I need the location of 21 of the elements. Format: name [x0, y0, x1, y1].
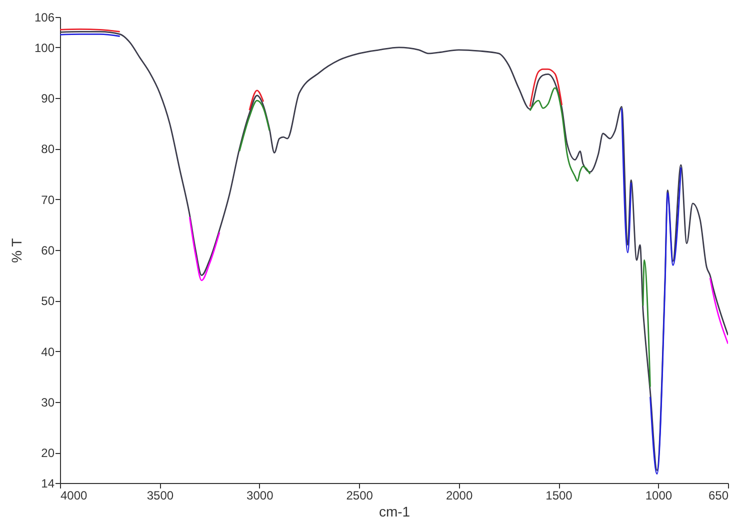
- y-tick-label: 50: [41, 294, 55, 308]
- y-tick-label: 30: [41, 395, 55, 410]
- x-tick-label: 1000: [645, 488, 672, 502]
- x-tick-label: 4000: [60, 488, 88, 502]
- y-tick-label: 40: [41, 344, 55, 359]
- y-tick-label: 60: [41, 244, 55, 258]
- y-tick-label: 90: [41, 92, 55, 106]
- x-tick-label: 650: [708, 488, 729, 502]
- y-axis-title: % T: [8, 238, 24, 263]
- x-tick-label: 3000: [246, 488, 274, 502]
- y-tick-label: 106: [34, 10, 55, 24]
- x-axis-title: cm-1: [378, 504, 410, 520]
- y-tick-label: 70: [41, 192, 55, 207]
- y-tick-label: 14: [41, 476, 55, 490]
- x-tick-label: 1500: [546, 488, 573, 502]
- y-tick-label: 100: [34, 40, 55, 55]
- y-tick-label: 80: [41, 142, 55, 156]
- x-tick-label: 3500: [146, 488, 174, 502]
- x-tick-label: 2500: [346, 488, 374, 502]
- x-tick-label: 2000: [446, 488, 473, 502]
- y-tick-label: 20: [41, 446, 55, 460]
